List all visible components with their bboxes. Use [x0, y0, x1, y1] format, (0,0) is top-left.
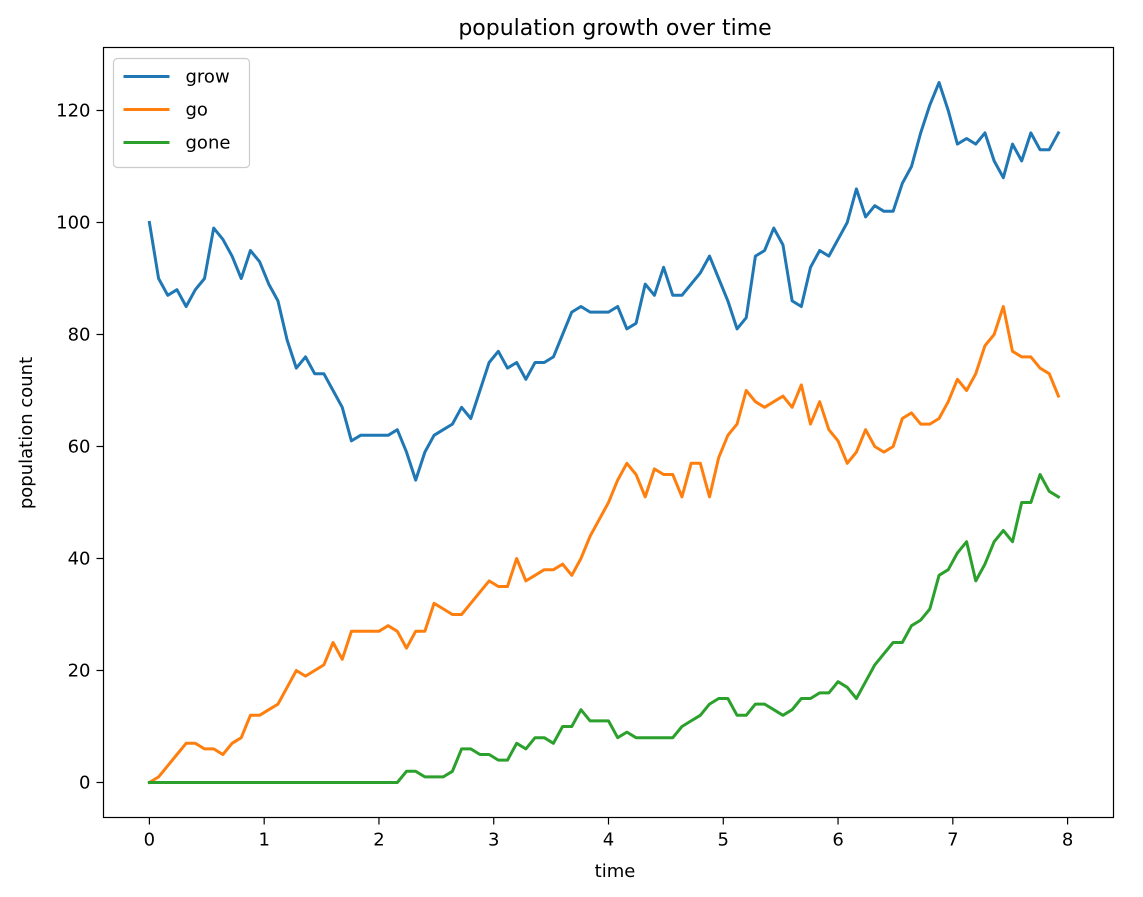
y-tick-label: 20: [68, 661, 91, 682]
y-tick-label: 0: [79, 773, 90, 794]
legend-label-gone: gone: [186, 133, 231, 154]
series-line-gone: [147, 473, 1061, 784]
x-tick-label: 2: [373, 830, 384, 851]
y-tick-label: 60: [68, 437, 91, 458]
legend-label-grow: grow: [186, 67, 230, 88]
plot-area: [103, 47, 1114, 818]
chart-title: population growth over time: [458, 16, 771, 41]
y-tick-label: 120: [56, 101, 90, 122]
y-axis-label: population count: [16, 357, 37, 509]
series-line-grow: [147, 81, 1061, 482]
legend-label-go: go: [186, 100, 208, 121]
series-group: [147, 81, 1061, 785]
x-axis-label: time: [595, 861, 636, 882]
x-tick-label: 3: [488, 830, 499, 851]
x-tick-label: 0: [144, 830, 155, 851]
x-tick-label: 8: [1062, 830, 1073, 851]
x-tick-label: 5: [718, 830, 729, 851]
legend-box: [112, 57, 251, 169]
y-tick-label: 100: [56, 213, 90, 234]
x-tick-label: 7: [947, 830, 958, 851]
series-line-go: [147, 305, 1061, 785]
y-tick-label: 80: [68, 325, 91, 346]
x-tick-label: 4: [603, 830, 614, 851]
x-tick-label: 6: [832, 830, 843, 851]
y-tick-label: 40: [68, 549, 91, 570]
x-tick-label: 1: [258, 830, 269, 851]
legend: grow go gone: [112, 57, 251, 169]
